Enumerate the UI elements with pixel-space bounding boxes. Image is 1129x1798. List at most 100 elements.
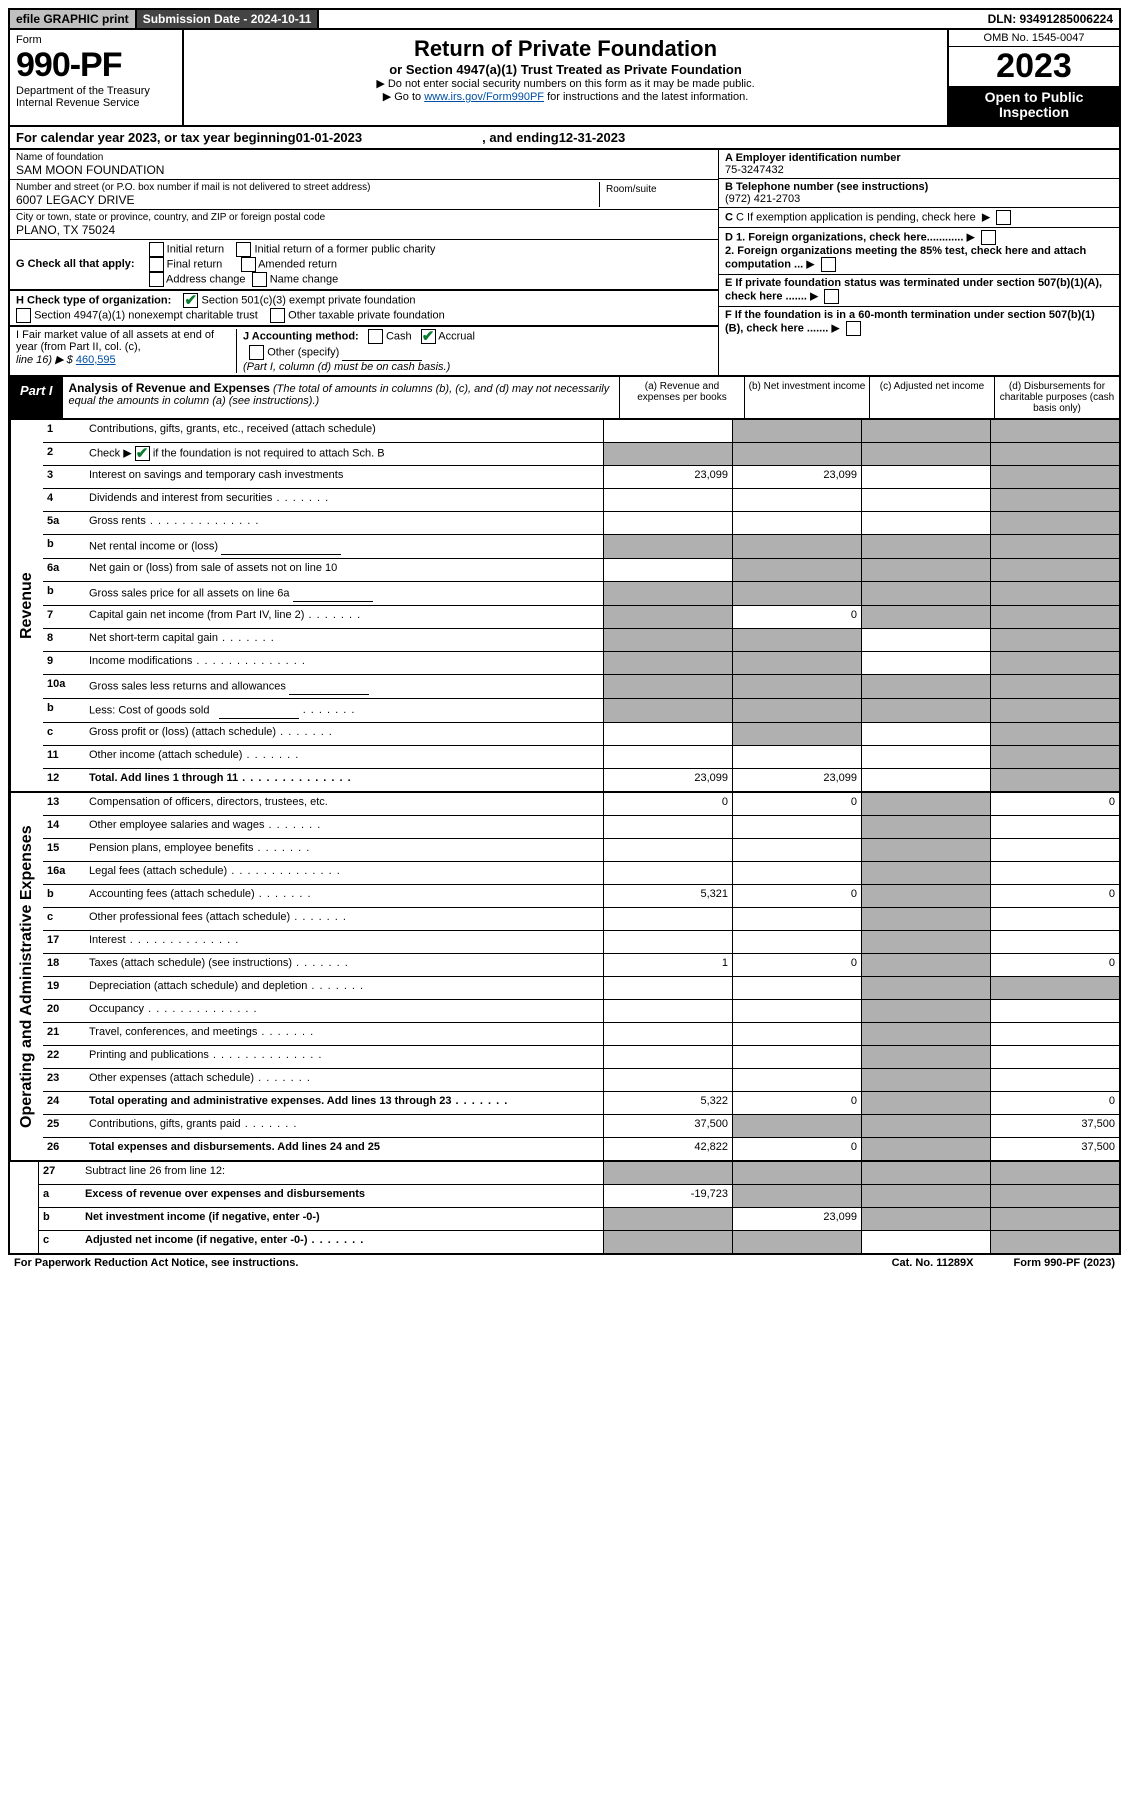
irs-link[interactable]: www.irs.gov/Form990PF (424, 91, 544, 103)
r9: Income modifications (85, 652, 603, 674)
r7: Capital gain net income (from Part IV, l… (85, 606, 603, 628)
phone: (972) 421-2703 (725, 193, 800, 205)
chk-addr-change[interactable] (149, 272, 164, 287)
r4: Dividends and interest from securities (85, 489, 603, 511)
g-label: G Check all that apply: (16, 258, 135, 270)
r13: Compensation of officers, directors, tru… (85, 793, 603, 815)
r12: Total. Add lines 1 through 11 (85, 769, 603, 791)
r27c: Adjusted net income (if negative, enter … (81, 1231, 603, 1253)
r27: Subtract line 26 from line 12: (81, 1162, 603, 1184)
fmv-value[interactable]: 460,595 (76, 354, 116, 366)
open-public: Open to Public Inspection (949, 86, 1119, 125)
chk-e[interactable] (824, 289, 839, 304)
chk-amended[interactable] (241, 257, 256, 272)
r6b: Gross sales price for all assets on line… (85, 582, 603, 605)
form-footer: Form 990-PF (2023) (1014, 1257, 1115, 1269)
form-label: Form (16, 34, 176, 46)
chk-d1[interactable] (981, 230, 996, 245)
omb-number: OMB No. 1545-0047 (949, 30, 1119, 47)
tax-year: 2023 (949, 47, 1119, 86)
r5a: Gross rents (85, 512, 603, 534)
r20: Occupancy (85, 1000, 603, 1022)
form-title: Return of Private Foundation (190, 36, 941, 62)
col-b-hdr: (b) Net investment income (744, 377, 869, 418)
form-subtitle: or Section 4947(a)(1) Trust Treated as P… (190, 62, 941, 77)
irs: Internal Revenue Service (16, 97, 176, 109)
catalog-no: Cat. No. 11289X (892, 1257, 974, 1269)
chk-sch-b[interactable] (135, 446, 150, 461)
r25: Contributions, gifts, grants paid (85, 1115, 603, 1137)
d1-label: D 1. Foreign organizations, check here..… (725, 231, 963, 243)
chk-f[interactable] (846, 321, 861, 336)
entity-block: Name of foundation SAM MOON FOUNDATION N… (8, 150, 1121, 377)
form-number: 990-PF (16, 46, 176, 85)
b-label: B Telephone number (see instructions) (725, 181, 928, 193)
r27b: Net investment income (if negative, ente… (81, 1208, 603, 1230)
r21: Travel, conferences, and meetings (85, 1023, 603, 1045)
j-note: (Part I, column (d) must be on cash basi… (243, 361, 450, 373)
r15: Pension plans, employee benefits (85, 839, 603, 861)
chk-name-change[interactable] (252, 272, 267, 287)
r16a: Legal fees (attach schedule) (85, 862, 603, 884)
chk-accrual[interactable] (421, 329, 436, 344)
r16c: Other professional fees (attach schedule… (85, 908, 603, 930)
part1-title: Analysis of Revenue and Expenses (69, 381, 270, 395)
r11: Other income (attach schedule) (85, 746, 603, 768)
r14: Other employee salaries and wages (85, 816, 603, 838)
efile-print[interactable]: efile GRAPHIC print (10, 10, 137, 28)
r27a: Excess of revenue over expenses and disb… (81, 1185, 603, 1207)
expenses-grid: Operating and Administrative Expenses 13… (8, 793, 1121, 1162)
instruct-1: ▶ Do not enter social security numbers o… (190, 77, 941, 90)
a-label: A Employer identification number (725, 152, 901, 164)
r16b: Accounting fees (attach schedule) (85, 885, 603, 907)
form-header: Form 990-PF Department of the Treasury I… (8, 30, 1121, 127)
h-label: H Check type of organization: (16, 294, 171, 306)
room-label: Room/suite (606, 184, 706, 195)
chk-initial[interactable] (149, 242, 164, 257)
col-a-hdr: (a) Revenue and expenses per books (619, 377, 744, 418)
chk-cash[interactable] (368, 329, 383, 344)
city-label: City or town, state or province, country… (16, 212, 712, 223)
dln: DLN: 93491285006224 (982, 10, 1119, 28)
expenses-label: Operating and Administrative Expenses (10, 793, 43, 1160)
r23: Other expenses (attach schedule) (85, 1069, 603, 1091)
col-c-hdr: (c) Adjusted net income (869, 377, 994, 418)
chk-4947[interactable] (16, 308, 31, 323)
foundation-name: SAM MOON FOUNDATION (16, 163, 712, 177)
f-label: F If the foundation is in a 60-month ter… (725, 309, 1095, 334)
chk-d2[interactable] (821, 257, 836, 272)
r10a: Gross sales less returns and allowances (85, 675, 603, 698)
topbar: efile GRAPHIC print Submission Date - 20… (8, 8, 1121, 30)
r2: Check ▶ if the foundation is not require… (85, 443, 603, 465)
chk-c[interactable] (996, 210, 1011, 225)
revenue-grid: Revenue 1Contributions, gifts, grants, e… (8, 420, 1121, 793)
submission-date: Submission Date - 2024-10-11 (137, 10, 320, 28)
revenue-label: Revenue (10, 420, 43, 791)
d2-label: 2. Foreign organizations meeting the 85%… (725, 245, 1086, 270)
part1-header: Part I Analysis of Revenue and Expenses … (8, 377, 1121, 420)
c-label: C If exemption application is pending, c… (736, 211, 976, 223)
instruct-2: ▶ Go to www.irs.gov/Form990PF for instru… (190, 90, 941, 103)
net-grid: 27Subtract line 26 from line 12: aExcess… (8, 1162, 1121, 1255)
city-state-zip: PLANO, TX 75024 (16, 223, 712, 237)
j-label: J Accounting method: (243, 330, 359, 342)
addr-label: Number and street (or P.O. box number if… (16, 182, 599, 193)
r3: Interest on savings and temporary cash i… (85, 466, 603, 488)
chk-final[interactable] (149, 257, 164, 272)
r10b: Less: Cost of goods sold (85, 699, 603, 722)
calendar-year-row: For calendar year 2023, or tax year begi… (8, 127, 1121, 150)
dept: Department of the Treasury (16, 85, 176, 97)
r1: Contributions, gifts, grants, etc., rece… (85, 420, 603, 442)
i-label: I Fair market value of all assets at end… (16, 329, 214, 353)
chk-initial-former[interactable] (236, 242, 251, 257)
street-address: 6007 LEGACY DRIVE (16, 193, 599, 207)
pra-notice: For Paperwork Reduction Act Notice, see … (14, 1257, 298, 1269)
r17: Interest (85, 931, 603, 953)
r26: Total expenses and disbursements. Add li… (85, 1138, 603, 1160)
name-label: Name of foundation (16, 152, 712, 163)
part1-label: Part I (10, 377, 63, 418)
r8: Net short-term capital gain (85, 629, 603, 651)
chk-other-method[interactable] (249, 345, 264, 360)
chk-other-taxable[interactable] (270, 308, 285, 323)
chk-501c3[interactable] (183, 293, 198, 308)
